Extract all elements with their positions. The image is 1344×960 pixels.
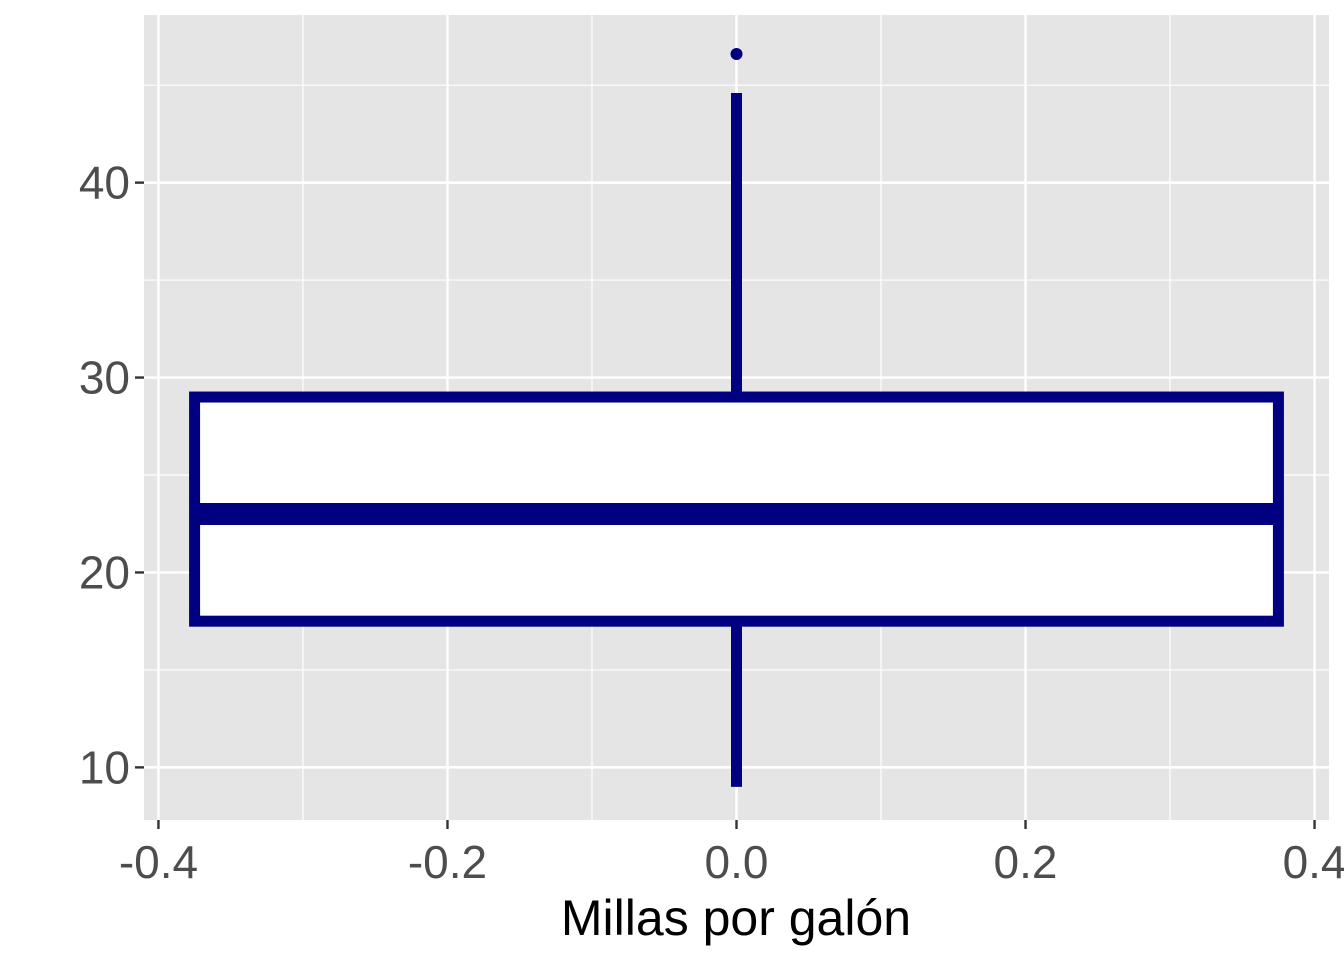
y-tick-label: 10 xyxy=(79,741,130,793)
x-axis: -0.4 -0.2 0.0 0.2 0.4 xyxy=(119,820,1344,888)
y-tick-label: 40 xyxy=(79,157,130,209)
y-tick-label: 30 xyxy=(79,352,130,404)
y-axis: 10 20 30 40 xyxy=(79,157,144,793)
box-layer xyxy=(189,47,1284,787)
x-tick-label: 0.0 xyxy=(705,836,769,888)
x-axis-title: Millas por galón xyxy=(561,890,911,946)
x-tick-label: -0.2 xyxy=(408,836,487,888)
y-tick-label: 20 xyxy=(79,546,130,598)
x-tick-label: -0.4 xyxy=(119,836,198,888)
outlier-point xyxy=(730,47,743,60)
x-tick-label: 0.2 xyxy=(994,836,1058,888)
x-tick-label: 0.4 xyxy=(1283,836,1344,888)
